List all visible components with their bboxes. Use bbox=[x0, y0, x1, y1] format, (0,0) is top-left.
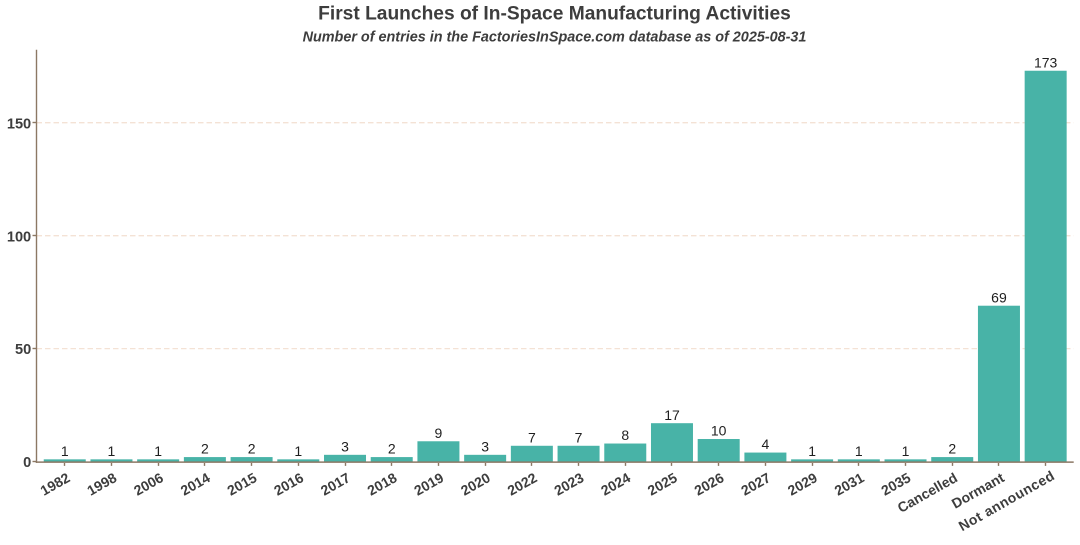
svg-text:2: 2 bbox=[948, 441, 956, 457]
svg-text:1: 1 bbox=[154, 443, 162, 459]
svg-text:1: 1 bbox=[61, 443, 69, 459]
svg-text:4: 4 bbox=[762, 436, 770, 452]
svg-text:2: 2 bbox=[388, 441, 396, 457]
svg-text:150: 150 bbox=[7, 116, 31, 132]
svg-text:1: 1 bbox=[108, 443, 116, 459]
svg-text:7: 7 bbox=[575, 429, 583, 445]
svg-text:7: 7 bbox=[528, 429, 536, 445]
svg-text:1: 1 bbox=[808, 443, 816, 459]
svg-text:First Launches of In-Space Man: First Launches of In-Space Manufacturing… bbox=[318, 3, 791, 24]
svg-text:9: 9 bbox=[435, 425, 443, 441]
svg-text:3: 3 bbox=[341, 438, 349, 454]
svg-text:17: 17 bbox=[664, 407, 680, 423]
svg-text:50: 50 bbox=[15, 342, 31, 358]
svg-text:173: 173 bbox=[1034, 54, 1058, 70]
svg-text:2: 2 bbox=[201, 441, 209, 457]
svg-text:1: 1 bbox=[855, 443, 863, 459]
svg-text:8: 8 bbox=[621, 427, 629, 443]
svg-text:0: 0 bbox=[23, 455, 31, 471]
svg-text:10: 10 bbox=[711, 423, 727, 439]
svg-text:1: 1 bbox=[902, 443, 910, 459]
svg-text:100: 100 bbox=[7, 229, 31, 245]
svg-text:3: 3 bbox=[481, 438, 489, 454]
svg-text:69: 69 bbox=[991, 289, 1007, 305]
svg-text:1: 1 bbox=[294, 443, 302, 459]
svg-text:Number of entries in the Facto: Number of entries in the FactoriesInSpac… bbox=[303, 29, 807, 45]
svg-text:2: 2 bbox=[248, 441, 256, 457]
